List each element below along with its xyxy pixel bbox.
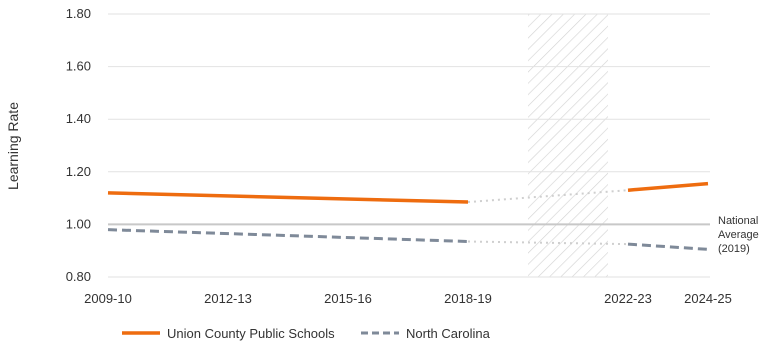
x-tick-label: 2024-25: [684, 291, 732, 306]
gap-connector-line: [467, 189, 629, 204]
legend-label-union-county-public-schools: Union County Public Schools: [167, 326, 335, 341]
series-line-north-carolina: [107, 228, 469, 243]
series-line-union-county-public-schools: [107, 191, 469, 204]
national-average-label-line: Average: [718, 229, 759, 241]
y-tick-label: 1.20: [66, 164, 91, 179]
national-average-label-line: National: [718, 215, 758, 227]
y-tick-label: 1.80: [66, 6, 91, 21]
y-axis-label: Learning Rate: [5, 102, 21, 190]
y-tick-label: 0.80: [66, 269, 91, 284]
x-tick-label: 2015-16: [324, 291, 372, 306]
gap-period-hatch: [528, 14, 608, 277]
x-tick-label: 2018-19: [444, 291, 492, 306]
y-tick-label: 1.60: [66, 59, 91, 74]
national-average-label-line: (2019): [718, 243, 750, 255]
legend-label-north-carolina: North Carolina: [406, 326, 491, 341]
x-tick-label: 2009-10: [84, 291, 132, 306]
national-average-label: National Average (2019): [718, 215, 759, 255]
series-line-north-carolina: [627, 242, 709, 251]
series-line-union-county-public-schools: [627, 181, 709, 192]
y-tick-label: 1.00: [66, 216, 91, 231]
x-tick-label: 2022-23: [604, 291, 652, 306]
x-tick-label: 2012-13: [204, 291, 252, 306]
y-tick-label: 1.40: [66, 111, 91, 126]
gap-connector-line: [467, 240, 629, 246]
